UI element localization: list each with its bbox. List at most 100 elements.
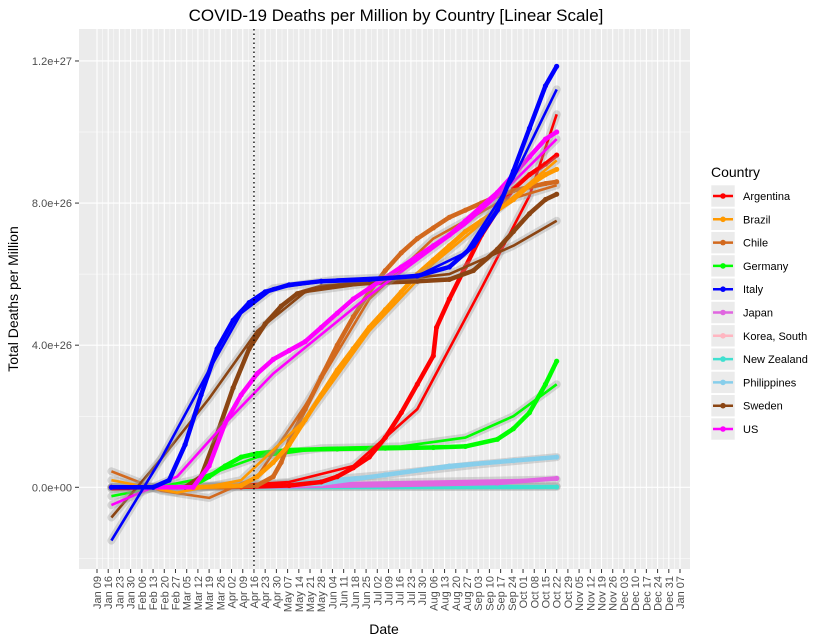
data-point (108, 484, 115, 490)
fit-line (110, 138, 558, 507)
data-point (446, 296, 452, 302)
data-point (542, 180, 549, 187)
data-point (166, 477, 172, 483)
data-point (446, 214, 452, 220)
data-point (542, 83, 549, 89)
x-tick-label: Jul 16 (395, 576, 407, 605)
data-point (526, 154, 533, 160)
x-tick-label: Jun 18 (350, 576, 362, 609)
x-tick-label: Apr 02 (227, 576, 239, 608)
x-tick-label: Mar 26 (215, 576, 227, 610)
x-tick-label: Mar 19 (204, 576, 216, 610)
x-tick-label: Mar 12 (193, 576, 205, 610)
data-point (462, 207, 468, 213)
data-point (526, 410, 533, 416)
data-point (230, 385, 236, 391)
legend-item-sweden: Sweden (710, 394, 783, 418)
y-axis-label: Total Deaths per Million (5, 226, 21, 372)
data-point (554, 129, 560, 135)
data-point (214, 346, 220, 352)
x-tick-label: Nov 19 (597, 576, 609, 611)
data-point (542, 172, 549, 178)
data-point (542, 136, 549, 142)
legend-label: Brazil (743, 214, 771, 226)
x-tick-label: Jul 09 (384, 576, 396, 605)
x-tick-label: Dec 17 (641, 576, 653, 611)
x-tick-label: Dec 24 (653, 576, 665, 611)
data-point (254, 482, 260, 489)
legend-item-us: US (710, 417, 758, 441)
y-tick-label: 0.0e+00 (32, 482, 72, 494)
legend-label: US (743, 424, 758, 436)
x-tick-label: Sep 10 (484, 576, 496, 611)
x-tick-label: Jul 02 (372, 576, 384, 605)
x-tick-label: Jan 07 (675, 576, 687, 609)
data-point (182, 442, 188, 448)
x-tick-label: Aug 27 (462, 576, 474, 611)
x-tick-label: Oct 08 (529, 576, 541, 608)
data-point (554, 152, 560, 158)
legend-item-new-zealand: New Zealand (710, 347, 808, 371)
legend-label: Italy (743, 284, 764, 296)
data-point (302, 417, 308, 423)
legend-item-korea-south: Korea, South (710, 324, 807, 348)
data-point (446, 243, 452, 249)
data-point (222, 463, 228, 469)
legend-key-point (720, 263, 726, 269)
data-point (510, 168, 517, 174)
data-point (398, 289, 404, 295)
x-tick-label: Apr 30 (271, 576, 283, 608)
data-point (262, 289, 268, 295)
x-tick-label: Jun 11 (339, 576, 351, 608)
x-tick-label: May 14 (294, 576, 306, 612)
data-point (246, 346, 252, 352)
chart-title: COVID-19 Deaths per Million by Country [… (189, 6, 604, 25)
data-point (510, 188, 517, 194)
series-italy (107, 63, 561, 545)
x-tick-label: Oct 15 (540, 576, 552, 608)
data-point (554, 358, 560, 364)
x-tick-label: Nov 12 (585, 576, 597, 611)
data-point (494, 207, 501, 213)
data-point (462, 443, 468, 450)
data-point (554, 166, 560, 172)
legend-item-argentina: Argentina (710, 184, 791, 208)
data-point (398, 250, 404, 256)
y-tick-label: 4.0e+26 (32, 340, 72, 352)
data-point (554, 63, 560, 69)
data-point (270, 474, 276, 480)
data-point (414, 236, 420, 242)
x-tick-label: Nov 26 (608, 576, 620, 611)
x-tick-label: Oct 01 (518, 576, 530, 608)
data-point (446, 463, 452, 469)
data-point (382, 472, 388, 478)
x-tick-label: Jan 30 (126, 576, 138, 609)
data-point (554, 179, 560, 185)
data-point (382, 445, 388, 451)
data-point (382, 307, 388, 313)
data-point (254, 371, 260, 377)
x-tick-label: Feb 20 (159, 576, 171, 610)
x-tick-label: Apr 23 (260, 576, 272, 608)
data-point (382, 482, 388, 488)
data-point (198, 392, 204, 398)
data-point (494, 246, 501, 252)
data-point (318, 278, 324, 284)
data-point (270, 459, 276, 466)
data-point (526, 182, 533, 188)
data-point (414, 253, 420, 259)
data-point (494, 189, 501, 196)
x-tick-label: Sep 24 (507, 576, 519, 611)
data-point (262, 321, 268, 327)
data-point (286, 347, 292, 354)
data-point (430, 444, 436, 451)
data-point (414, 273, 420, 279)
data-point (286, 282, 292, 288)
x-axis-label: Date (369, 621, 399, 637)
legend-label: Japan (743, 308, 773, 320)
x-tick-label: Oct 29 (563, 576, 575, 608)
data-point (494, 436, 501, 442)
x-tick-label: Aug 06 (428, 576, 440, 611)
data-point (238, 454, 244, 460)
legend-label: Chile (743, 238, 768, 250)
